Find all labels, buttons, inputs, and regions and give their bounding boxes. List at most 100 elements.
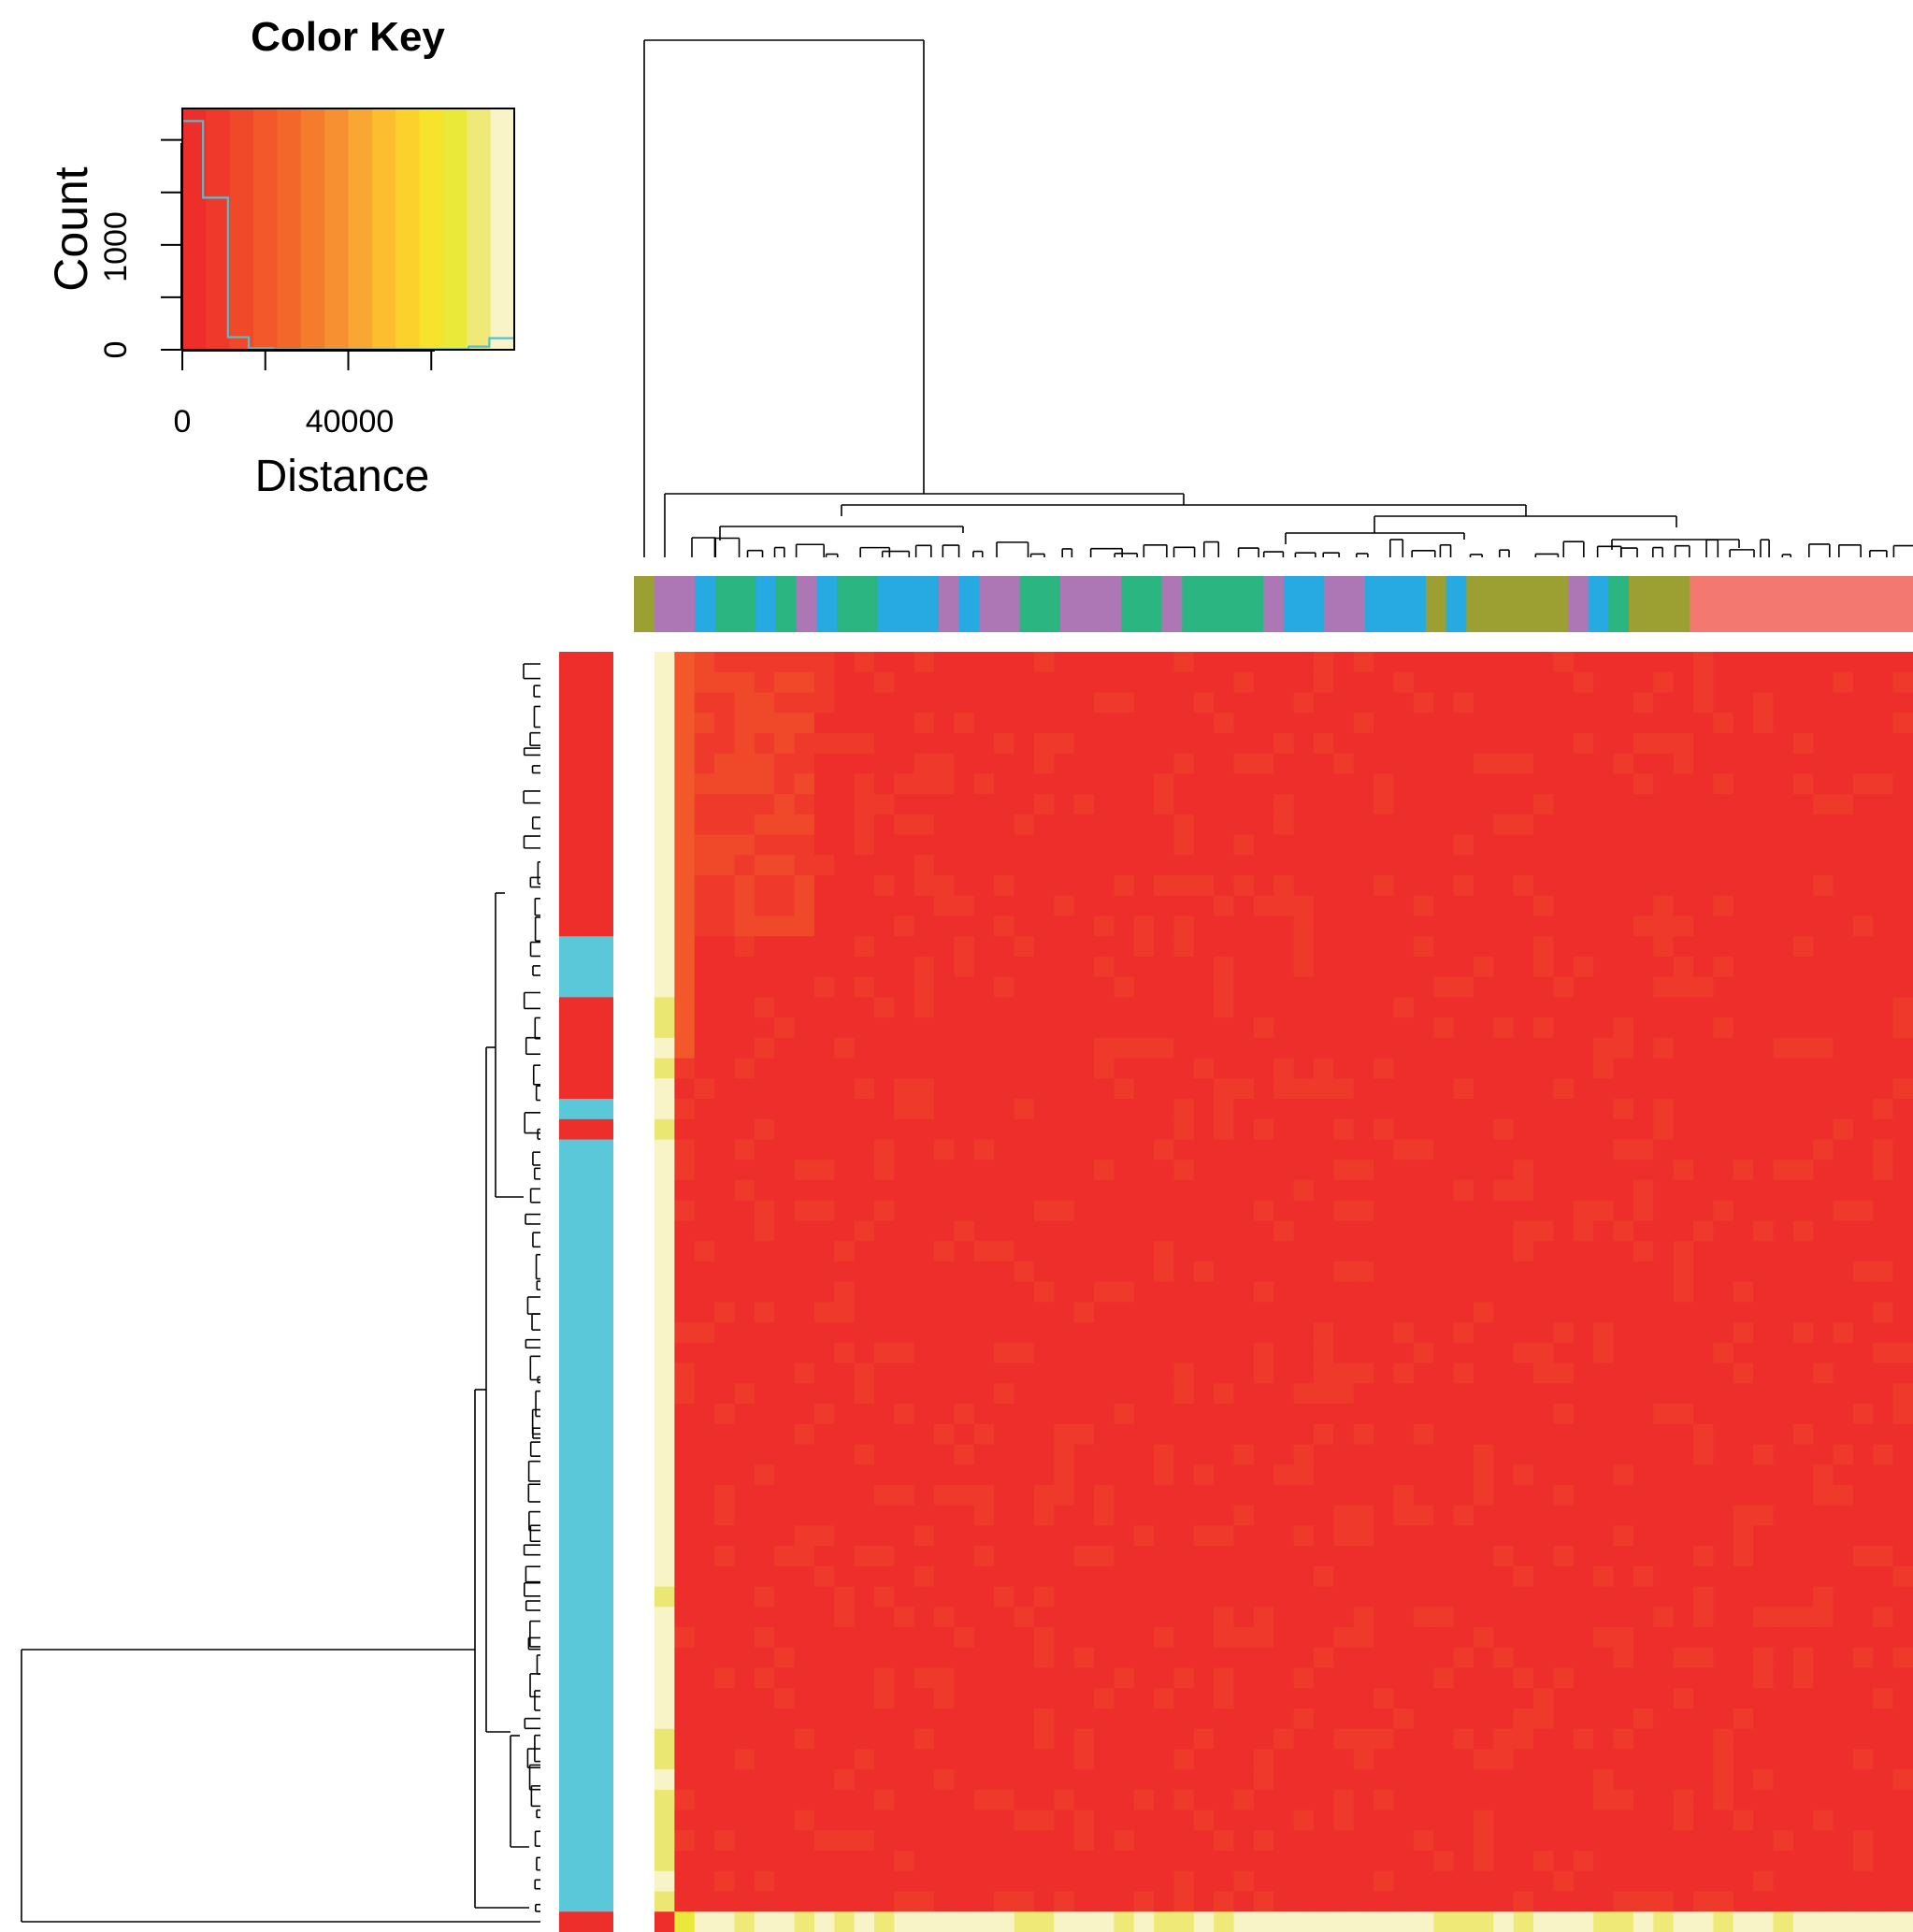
heatmap-cell (874, 1058, 895, 1079)
heatmap-cell (813, 1505, 835, 1526)
heatmap-cell (854, 814, 875, 836)
heatmap-cell (1713, 1160, 1734, 1181)
heatmap-cell (1094, 1241, 1115, 1262)
heatmap-cell (1073, 1870, 1095, 1893)
heatmap-cell (1773, 1200, 1794, 1222)
heatmap-cell (1154, 1667, 1175, 1689)
heatmap-cell (1673, 732, 1694, 755)
heatmap-cell (1533, 794, 1555, 815)
heatmap-cell (1133, 732, 1155, 755)
heatmap-cell (813, 1789, 835, 1811)
heatmap-cell (1593, 1342, 1615, 1364)
heatmap-cell (674, 1586, 696, 1608)
heatmap-cell (834, 1505, 856, 1526)
heatmap-cell (1653, 753, 1675, 774)
heatmap-cell (1653, 1139, 1675, 1161)
heatmap-cell (774, 1688, 796, 1709)
heatmap-cell (1314, 1647, 1335, 1669)
heatmap-cell (1653, 1058, 1675, 1079)
heatmap-cell (1054, 1830, 1075, 1852)
heatmap-cell (1833, 1037, 1854, 1060)
heatmap-cell (1173, 997, 1195, 1018)
heatmap-cell (1513, 671, 1534, 694)
heatmap-cell (1253, 1505, 1274, 1526)
heatmap-cell (1374, 1302, 1395, 1323)
column-side-cell (1487, 576, 1508, 632)
heatmap-cell (1433, 1809, 1455, 1831)
heatmap-cell (1692, 1200, 1714, 1222)
heatmap-cell (1753, 1058, 1775, 1079)
heatmap-cell (1014, 1586, 1035, 1608)
heatmap-cell (1733, 1078, 1754, 1100)
column-dendrogram (643, 39, 1913, 557)
heatmap-cell (1892, 1342, 1913, 1364)
heatmap-cell (954, 916, 975, 937)
heatmap-cell (1692, 916, 1714, 937)
heatmap-cell (973, 1789, 995, 1811)
heatmap-cell (714, 1647, 736, 1669)
heatmap-cell (1833, 671, 1854, 694)
heatmap-cell (1253, 1078, 1274, 1100)
heatmap-cell (1453, 1179, 1474, 1202)
heatmap-cell (1253, 1017, 1274, 1039)
heatmap-cell (1333, 1302, 1355, 1323)
heatmap-cell (1533, 976, 1555, 999)
heatmap-cell (1453, 692, 1474, 714)
column-side-cell (1100, 576, 1122, 632)
heatmap-cell (1852, 1525, 1874, 1547)
heatmap-cell (1233, 1037, 1255, 1060)
heatmap-cell (674, 1647, 696, 1669)
heatmap-cell (854, 794, 875, 815)
heatmap-cell (1813, 1708, 1834, 1730)
heatmap-cell (1733, 1362, 1754, 1384)
heatmap-cell (1873, 1423, 1894, 1446)
heatmap-cell (1573, 732, 1594, 755)
heatmap-cell (813, 1261, 835, 1283)
heatmap-cell (934, 1078, 956, 1100)
heatmap-cell (874, 1464, 895, 1486)
heatmap-cell (834, 692, 856, 714)
heatmap-cell (1014, 1607, 1035, 1628)
heatmap-cell (1733, 1179, 1754, 1202)
heatmap-cell (1733, 1261, 1754, 1283)
heatmap-cell (754, 1423, 775, 1446)
heatmap-cell (834, 1037, 856, 1060)
heatmap-cell (1154, 1647, 1175, 1669)
heatmap-cell (1753, 1464, 1775, 1486)
heatmap-cell (1593, 814, 1615, 836)
heatmap-cell (1493, 1546, 1515, 1567)
heatmap-cell (1713, 1565, 1734, 1588)
heatmap-cell (1473, 1789, 1494, 1811)
heatmap-cell (1273, 895, 1295, 917)
heatmap-cell (813, 875, 835, 897)
heatmap-cell (1873, 1160, 1894, 1181)
heatmap-cell (734, 1404, 755, 1425)
heatmap-cell (1014, 1789, 1035, 1811)
heatmap-cell (1054, 1667, 1075, 1689)
heatmap-cell (1054, 976, 1075, 999)
heatmap-cell (1393, 1241, 1415, 1262)
heatmap-cell (1413, 1322, 1434, 1344)
heatmap-cell (1393, 753, 1415, 774)
heatmap-cell (1833, 732, 1854, 755)
heatmap-cell (813, 1118, 835, 1141)
heatmap-cell (1374, 1037, 1395, 1060)
heatmap-cell (1353, 1423, 1374, 1446)
column-side-cell (654, 576, 675, 632)
heatmap-cell (654, 1667, 675, 1689)
heatmap-cell (1673, 1870, 1694, 1893)
heatmap-cell (1813, 1789, 1834, 1811)
heatmap-cell (694, 1891, 715, 1912)
heatmap-cell (994, 855, 1015, 876)
heatmap-cell (1413, 1708, 1434, 1730)
heatmap-cell (894, 753, 915, 774)
heatmap-cell (913, 895, 935, 917)
heatmap-cell (1453, 1647, 1474, 1669)
heatmap-cell (1673, 1708, 1694, 1730)
heatmap-cell (1314, 1464, 1335, 1486)
heatmap-cell (1633, 1911, 1654, 1932)
heatmap-cell (1873, 1118, 1894, 1141)
heatmap-cell (1433, 1261, 1455, 1283)
heatmap-cell (894, 814, 915, 836)
heatmap-cell (1653, 1444, 1675, 1465)
